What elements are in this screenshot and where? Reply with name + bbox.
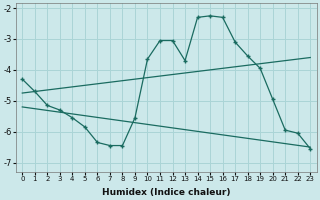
- X-axis label: Humidex (Indice chaleur): Humidex (Indice chaleur): [102, 188, 230, 197]
